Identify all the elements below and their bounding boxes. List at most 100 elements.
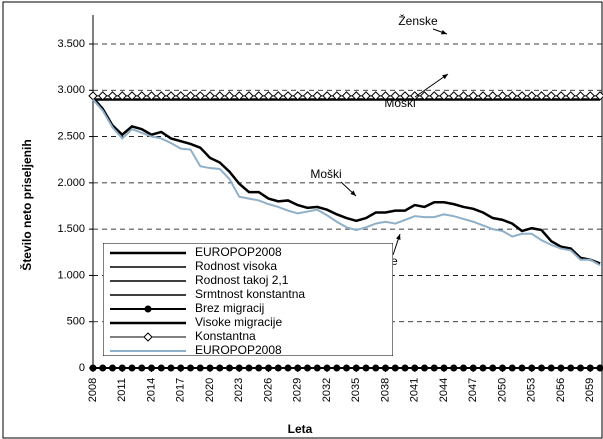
series-line — [92, 96, 601, 265]
marker — [245, 364, 253, 372]
annotation-arrowhead — [442, 74, 448, 80]
marker — [536, 91, 547, 101]
marker — [195, 91, 205, 101]
marker — [546, 91, 556, 101]
marker — [313, 364, 321, 372]
marker — [557, 364, 565, 372]
marker — [567, 364, 575, 372]
marker — [400, 91, 410, 101]
marker — [411, 364, 419, 372]
marker — [469, 364, 477, 372]
legend-label: Visoke migracije — [195, 315, 282, 329]
marker — [362, 364, 370, 372]
marker — [263, 91, 274, 101]
x-tick-label: 2038 — [379, 378, 391, 402]
x-tick-label: 2041 — [409, 378, 421, 402]
marker — [283, 91, 293, 101]
marker — [304, 364, 311, 372]
marker — [187, 364, 194, 372]
marker — [255, 364, 263, 372]
marker — [234, 91, 244, 101]
marker — [449, 91, 459, 101]
x-tick-label: 2047 — [467, 378, 479, 402]
marker — [566, 91, 576, 101]
marker — [117, 91, 127, 101]
x-tick-label: 2053 — [526, 378, 538, 402]
legend-label: EUROPOP2008 — [195, 343, 282, 357]
marker — [244, 91, 254, 101]
x-tick-label: 2032 — [321, 378, 333, 402]
marker — [322, 91, 332, 101]
marker — [577, 364, 584, 372]
marker — [343, 364, 350, 372]
marker — [185, 91, 196, 101]
x-tick-label: 2044 — [438, 378, 450, 402]
marker — [527, 91, 537, 101]
marker — [460, 364, 467, 372]
annotation: Moški — [384, 96, 415, 110]
marker — [177, 364, 185, 372]
marker — [216, 364, 224, 372]
x-tick-label: 2014 — [145, 378, 157, 402]
marker — [479, 364, 487, 372]
annotation-arrowhead — [441, 29, 447, 35]
marker — [586, 364, 594, 372]
marker — [118, 364, 126, 372]
marker — [167, 364, 175, 372]
marker — [419, 91, 430, 101]
marker — [371, 91, 381, 101]
marker — [107, 91, 118, 101]
annotation-arrowhead — [350, 190, 356, 196]
marker — [294, 364, 302, 372]
legend-marker — [144, 305, 152, 313]
marker — [468, 91, 478, 101]
marker — [166, 91, 176, 101]
marker — [390, 91, 400, 101]
series-line — [92, 97, 601, 265]
marker — [109, 364, 116, 372]
marker — [489, 364, 497, 372]
annotation-arrowhead — [396, 234, 401, 240]
marker — [254, 91, 264, 101]
y-tick-label: 3.000 — [57, 84, 85, 96]
marker — [497, 91, 508, 101]
marker — [372, 364, 380, 372]
marker — [206, 364, 214, 372]
marker — [352, 364, 360, 372]
marker — [215, 91, 225, 101]
marker — [430, 364, 438, 372]
x-axis-label: Leta — [288, 422, 313, 436]
x-tick-label: 2017 — [175, 378, 187, 402]
marker — [293, 91, 303, 101]
marker — [528, 364, 536, 372]
marker — [401, 364, 409, 372]
marker — [596, 364, 603, 372]
marker — [333, 364, 341, 372]
marker — [440, 364, 448, 372]
marker — [517, 91, 527, 101]
x-tick-label: 2026 — [262, 378, 274, 402]
legend-label: Srmtnost konstantna — [195, 287, 305, 301]
x-tick-label: 2011 — [116, 378, 128, 402]
x-tick-label: 2023 — [233, 378, 245, 402]
x-tick-label: 2059 — [584, 378, 596, 402]
marker — [302, 91, 313, 101]
y-axis-label: Število neto priseljenih — [19, 139, 34, 270]
marker — [273, 91, 283, 101]
y-tick-label: 1.000 — [57, 269, 85, 281]
y-tick-label: 0 — [79, 362, 85, 374]
x-tick-label: 2056 — [555, 378, 567, 402]
x-tick-label: 2035 — [350, 378, 362, 402]
marker — [128, 364, 136, 372]
marker — [518, 364, 526, 372]
marker — [429, 91, 439, 101]
marker — [312, 91, 322, 101]
marker — [450, 364, 458, 372]
marker — [585, 91, 595, 101]
marker — [148, 364, 155, 372]
legend-label: EUROPOP2008 — [195, 245, 282, 259]
marker — [382, 364, 389, 372]
marker — [205, 91, 215, 101]
marker — [508, 364, 516, 372]
